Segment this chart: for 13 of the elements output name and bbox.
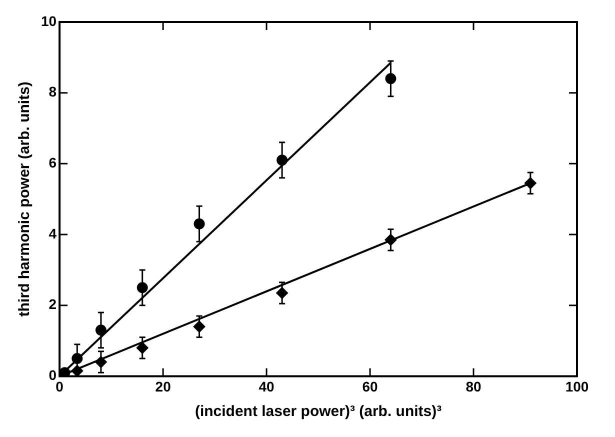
x-tick-label: 100 — [565, 378, 589, 394]
x-tick-label: 20 — [155, 378, 172, 394]
x-axis-title: (incident laser power)³ (arb. units)³ — [194, 403, 442, 420]
x-tick-label: 80 — [466, 378, 482, 394]
y-tick-label: 0 — [48, 367, 57, 384]
y-tick-label: 8 — [48, 84, 57, 100]
y-tick-label: 10 — [40, 12, 57, 29]
y-tick-label: 4 — [48, 225, 57, 242]
y-axis-title: third harmonic power (arb. units) — [16, 82, 34, 317]
y-tick-label: 2 — [48, 296, 57, 312]
x-tick-label: 40 — [258, 378, 275, 394]
x-tick-label: 60 — [362, 378, 378, 394]
y-tick-label: 6 — [48, 154, 57, 171]
